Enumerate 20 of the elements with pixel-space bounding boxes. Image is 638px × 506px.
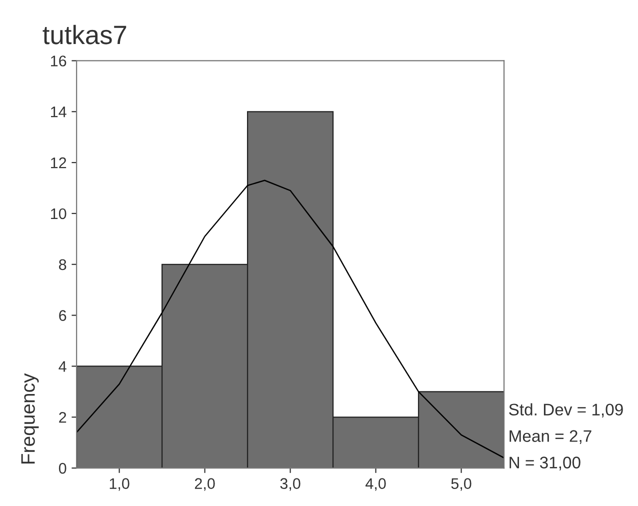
x-tick-label: 4,0 bbox=[366, 478, 386, 491]
y-tick-label: 8 bbox=[59, 259, 66, 270]
y-tick-label: 12 bbox=[51, 157, 66, 168]
y-tick-label: 6 bbox=[59, 310, 66, 321]
line-series bbox=[76, 180, 504, 458]
y-axis-title: Frequency bbox=[21, 373, 39, 464]
text: N = 31,00 bbox=[510, 456, 580, 470]
y-tick-label: 10 bbox=[51, 208, 66, 220]
text: Std. Dev = 1,09 bbox=[509, 403, 623, 418]
y-tick-label: 4 bbox=[58, 361, 66, 372]
chart-title: tutkas7 bbox=[42, 24, 126, 44]
text: Mean = 2,7 bbox=[510, 430, 592, 444]
x-tick-label: 1,0 bbox=[110, 478, 130, 491]
y-tick-label: 0 bbox=[58, 462, 66, 474]
x-tick-label: 5,0 bbox=[451, 478, 472, 491]
x-tick-label: 2,0 bbox=[194, 478, 215, 491]
y-tick-label: 14 bbox=[51, 106, 66, 118]
x-tick-label: 3,0 bbox=[280, 478, 300, 491]
y-tick-label: 16 bbox=[51, 56, 66, 66]
y-tick-label: 2 bbox=[59, 412, 66, 423]
